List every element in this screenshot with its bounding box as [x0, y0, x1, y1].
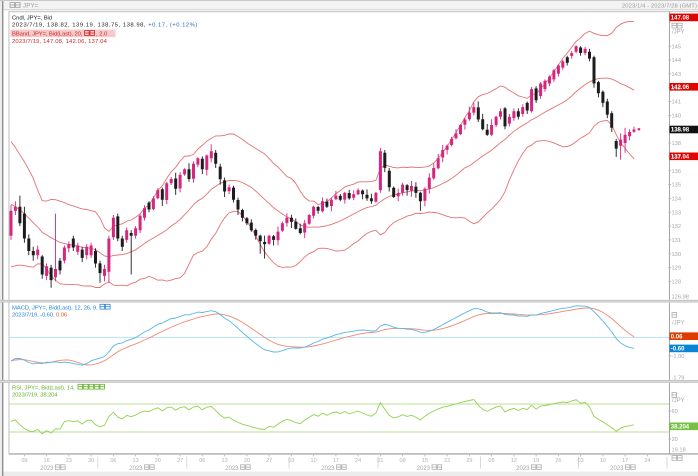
svg-text:, 2.0: , 2.0: [96, 32, 108, 38]
svg-text:19.18: 19.18: [672, 448, 686, 454]
svg-text:30: 30: [88, 458, 94, 464]
svg-text:15: 15: [422, 458, 428, 464]
svg-text:/JPY: /JPY: [672, 320, 685, 326]
svg-text:Cndl, JPY=, Bid: Cndl, JPY=, Bid: [12, 15, 52, 21]
svg-text:20: 20: [155, 458, 161, 464]
svg-text:136: 136: [672, 169, 682, 175]
svg-text:131: 131: [672, 238, 682, 244]
svg-text:2023/7/19, 147.08, 142.06, 137: 2023/7/19, 147.08, 142.06, 137.04: [12, 39, 108, 45]
svg-text:03: 03: [288, 458, 294, 464]
svg-text:/JPY: /JPY: [672, 30, 685, 36]
svg-text:2023/7/19, 38.204: 2023/7/19, 38.204: [12, 393, 58, 399]
svg-text:126.98: 126.98: [672, 294, 689, 300]
svg-text:20: 20: [244, 458, 250, 464]
svg-text:38.204: 38.204: [671, 425, 690, 431]
svg-text:/JPY: /JPY: [672, 398, 685, 404]
svg-text:23: 23: [66, 458, 72, 464]
svg-text:2023: 2023: [129, 466, 143, 472]
svg-text:2023: 2023: [516, 466, 530, 472]
svg-text:13: 13: [133, 458, 139, 464]
svg-text:142.06: 142.06: [671, 85, 690, 91]
svg-text:-1.00: -1.00: [672, 354, 685, 360]
svg-text:139: 139: [672, 127, 682, 133]
svg-text:60: 60: [672, 409, 678, 415]
svg-text:2023: 2023: [610, 466, 624, 472]
svg-text:17: 17: [333, 458, 339, 464]
svg-text:142: 142: [672, 86, 682, 92]
svg-text:2023: 2023: [321, 466, 335, 472]
svg-text:BBand, JPY=, Bid(Last), 20,: BBand, JPY=, Bid(Last), 20,: [12, 32, 83, 38]
svg-text:2023/1/4 - 2023/7/28 (GMT): 2023/1/4 - 2023/7/28 (GMT): [622, 4, 697, 10]
svg-text:10: 10: [600, 458, 606, 464]
svg-text:10: 10: [311, 458, 317, 464]
svg-text:-1.79: -1.79: [672, 375, 685, 381]
svg-text:147.08: 147.08: [671, 16, 690, 22]
svg-text:135: 135: [672, 183, 682, 189]
svg-text:19: 19: [533, 458, 539, 464]
svg-text:138: 138: [672, 141, 682, 147]
svg-text:09: 09: [21, 458, 27, 464]
svg-text:06: 06: [110, 458, 116, 464]
svg-text:20: 20: [672, 437, 678, 443]
svg-text:27: 27: [177, 458, 183, 464]
svg-text:140: 140: [672, 114, 682, 120]
svg-text:17: 17: [622, 458, 628, 464]
svg-text:132: 132: [672, 224, 682, 230]
svg-text:0.06: 0.06: [671, 334, 683, 340]
svg-text:138.98: 138.98: [671, 128, 690, 134]
svg-text:29: 29: [466, 458, 472, 464]
svg-text:2023: 2023: [40, 466, 54, 472]
svg-text:05: 05: [489, 458, 495, 464]
svg-text:MACD, JPY=, Bid(Last), 12, 26,: MACD, JPY=, Bid(Last), 12, 26, 9,: [12, 305, 98, 311]
svg-text:129: 129: [672, 266, 682, 272]
svg-text:2023/7/19, -0.60, 0.06: 2023/7/19, -0.60, 0.06: [12, 313, 68, 319]
svg-text:13: 13: [222, 458, 228, 464]
svg-text:24: 24: [644, 458, 650, 464]
svg-text:134: 134: [672, 197, 682, 203]
svg-text:27: 27: [266, 458, 272, 464]
svg-text:03: 03: [578, 458, 584, 464]
svg-text:144: 144: [672, 58, 682, 64]
svg-text:143: 143: [672, 72, 682, 78]
svg-text:130: 130: [672, 252, 682, 258]
svg-text:-0.60: -0.60: [671, 347, 685, 353]
svg-text:22: 22: [444, 458, 450, 464]
svg-text:128: 128: [672, 280, 682, 286]
svg-text:2023: 2023: [225, 466, 239, 472]
svg-text:137: 137: [672, 155, 682, 161]
svg-text:06: 06: [199, 458, 205, 464]
svg-text:137.04: 137.04: [671, 155, 690, 161]
svg-text:2023: 2023: [417, 466, 431, 472]
svg-text:26: 26: [555, 458, 561, 464]
svg-text:JPY=: JPY=: [23, 3, 39, 10]
svg-text:16: 16: [44, 458, 50, 464]
svg-text:24: 24: [355, 458, 361, 464]
svg-text:141: 141: [672, 100, 682, 106]
svg-text:145: 145: [672, 44, 682, 50]
svg-text:2023/7/19, 138.82, 139.19, 138: 2023/7/19, 138.82, 139.19, 138.75, 138.9…: [12, 22, 198, 28]
svg-text:01: 01: [377, 458, 383, 464]
svg-text:RSI, JPY=, Bid(Last), 14,: RSI, JPY=, Bid(Last), 14,: [12, 385, 75, 391]
svg-text:12: 12: [511, 458, 517, 464]
svg-text:08: 08: [400, 458, 406, 464]
svg-text:133: 133: [672, 210, 682, 216]
